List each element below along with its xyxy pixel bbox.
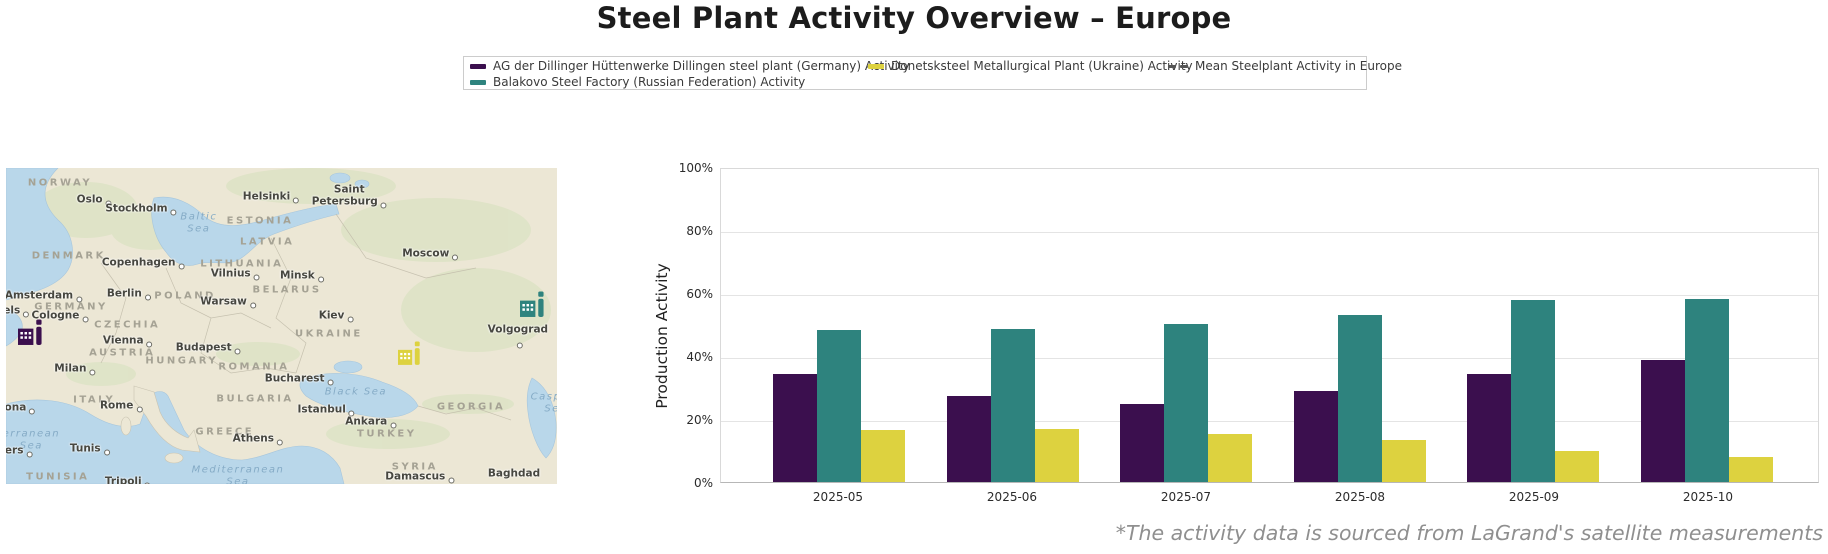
bar-donetsk	[1381, 439, 1426, 482]
y-tick: 0%	[693, 476, 713, 490]
bar-group-2025-05	[773, 169, 905, 482]
y-tick: 20%	[686, 413, 713, 427]
plot-area: 0% 20% 40% 60% 80% 100%	[679, 162, 1819, 490]
x-tick: 2025-10	[1682, 490, 1734, 504]
bar-balakovo	[990, 328, 1035, 482]
bar-group-2025-06	[946, 169, 1079, 482]
y-tick: 40%	[686, 350, 713, 364]
bar-balakovo	[1164, 323, 1209, 482]
y-tick: 100%	[678, 161, 713, 175]
dashed-line-icon	[1168, 64, 1188, 68]
bar-group-2025-09	[1467, 169, 1600, 482]
legend-item-balakovo: Balakovo Steel Factory (Russian Federati…	[470, 74, 868, 90]
x-tick: 2025-08	[1334, 490, 1386, 504]
bar-group-2025-08	[1293, 169, 1426, 482]
map-base	[6, 168, 557, 484]
bar-dillingen	[1120, 403, 1165, 482]
bar-dillingen	[1293, 391, 1338, 482]
bar-balakovo	[1511, 300, 1556, 482]
chart-legend: AG der Dillinger Hüttenwerke Dillingen s…	[463, 56, 1402, 90]
y-tick: 60%	[686, 287, 713, 301]
factory-icon-balakovo	[520, 290, 545, 317]
bar-donetsk	[861, 430, 905, 482]
bar-balakovo	[1337, 314, 1382, 482]
y-tick: 80%	[686, 224, 713, 238]
footnote: *The activity data is sourced from LaGra…	[1115, 521, 1823, 545]
europe-map: NORWAY Oslo Stockholm Helsinki Saint Pet…	[6, 168, 557, 484]
bar-balakovo	[1684, 298, 1729, 482]
gridline	[721, 421, 1818, 422]
bar-dillingen	[1467, 374, 1512, 482]
bar-group-2025-07	[1120, 169, 1253, 482]
page-title: Steel Plant Activity Overview – Europe	[596, 1, 1232, 35]
factory-icon-donetsk	[398, 340, 421, 365]
bar-dillingen	[773, 374, 817, 482]
legend-swatch-balakovo	[470, 79, 486, 85]
bar-group-2025-10	[1640, 169, 1773, 482]
legend-item-dillingen: AG der Dillinger Hüttenwerke Dillingen s…	[470, 58, 910, 74]
legend-label: Donetsksteel Metallurgical Plant (Ukrain…	[891, 59, 1193, 73]
x-tick: 2025-06	[986, 490, 1038, 504]
bar-donetsk	[1728, 456, 1773, 482]
x-tick: 2025-05	[812, 490, 864, 504]
x-axis-ticks: 2025-05 2025-06 2025-07 2025-08 2025-09 …	[720, 490, 1819, 504]
bar-donetsk	[1208, 433, 1253, 482]
bar-dillingen	[946, 395, 991, 482]
legend-label: Balakovo Steel Factory (Russian Federati…	[493, 75, 806, 89]
bar-dillingen	[1640, 359, 1685, 482]
legend-label: Mean Steelplant Activity in Europe	[1195, 59, 1403, 73]
bar-balakovo	[817, 330, 861, 482]
y-axis-ticks: 0% 20% 40% 60% 80% 100%	[661, 162, 713, 490]
gridline	[721, 295, 1818, 296]
bar-donetsk	[1034, 428, 1079, 482]
legend-item-donetsk: Donetsksteel Metallurgical Plant (Ukrain…	[868, 58, 1193, 74]
legend-label: AG der Dillinger Hüttenwerke Dillingen s…	[493, 59, 910, 73]
bar-donetsk	[1555, 450, 1600, 482]
bar-groups	[721, 169, 1818, 482]
legend-item-mean: Mean Steelplant Activity in Europe	[1168, 58, 1402, 74]
x-tick: 2025-09	[1508, 490, 1560, 504]
legend-swatch-donetsk	[868, 63, 884, 69]
gridline	[721, 358, 1818, 359]
factory-icon-dillingen	[18, 318, 43, 345]
x-tick: 2025-07	[1160, 490, 1212, 504]
production-activity-chart: Production Activity 0% 20% 40% 60% 80% 1…	[653, 162, 1819, 504]
gridline	[721, 232, 1818, 233]
legend-swatch-dillingen	[470, 63, 486, 69]
